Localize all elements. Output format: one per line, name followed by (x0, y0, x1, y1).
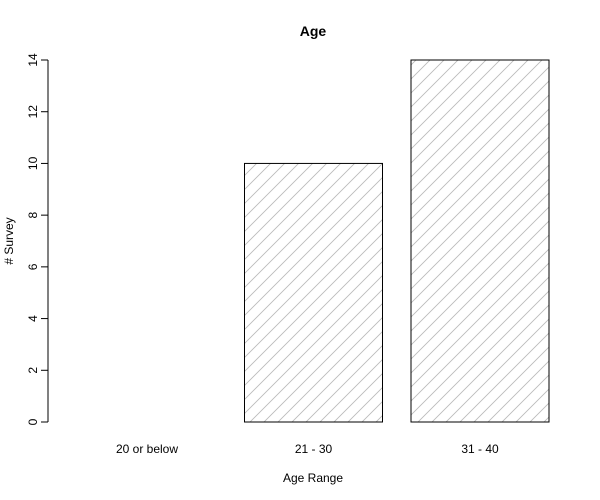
y-tick-label: 10 (26, 156, 40, 170)
x-axis-labels: 20 or below 21 - 30 31 - 40 (116, 442, 499, 456)
x-axis-title: Age Range (283, 471, 343, 485)
x-tick-label: 31 - 40 (461, 442, 499, 456)
bars-group (244, 59, 550, 423)
y-tick-label: 8 (26, 211, 40, 218)
y-axis-title: # Survey (2, 217, 16, 264)
y-tick-label: 0 (26, 418, 40, 425)
y-tick-label: 12 (26, 105, 40, 119)
x-tick-label: 20 or below (116, 442, 178, 456)
y-tick-label: 6 (26, 263, 40, 270)
bar-2 (410, 59, 550, 423)
chart-title: Age (300, 23, 327, 39)
y-tick-label: 2 (26, 367, 40, 374)
y-axis: 0 2 4 6 8 10 12 14 (26, 53, 49, 425)
y-tick-label: 14 (26, 53, 40, 67)
x-tick-label: 21 - 30 (295, 442, 333, 456)
bar-1 (244, 162, 383, 423)
y-tick-label: 4 (26, 315, 40, 322)
